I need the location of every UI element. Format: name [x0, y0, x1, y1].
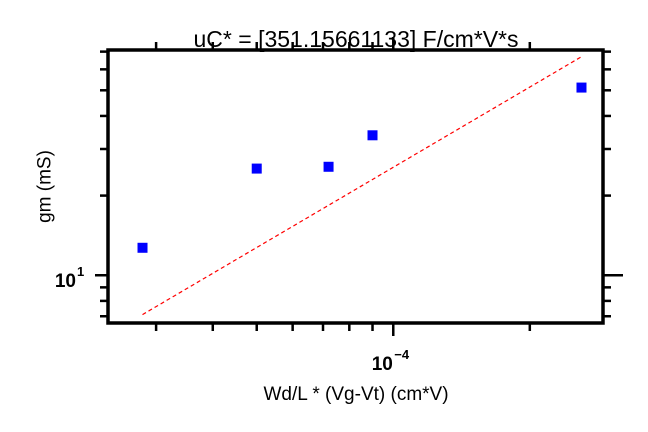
- y-tick-label-exponent: 1: [77, 264, 84, 279]
- plot-frame: [106, 48, 605, 325]
- plot-area: [137, 56, 587, 316]
- x-axis-label: Wd/L * (Vg-Vt) (cm*V): [263, 384, 448, 405]
- y-tick-label-base: 10: [55, 271, 76, 292]
- data-point: [576, 82, 587, 93]
- y-tick-label: 10 1: [55, 264, 84, 292]
- data-point: [323, 161, 334, 172]
- fit-line: [142, 56, 582, 316]
- x-tick-label-base: 10: [372, 354, 393, 375]
- data-point: [251, 163, 262, 174]
- x-tick-label: 10 −4: [372, 347, 410, 375]
- chart-title: uC* = [351.15661133] F/cm*V*s: [194, 26, 519, 52]
- x-tick-label-exponent: −4: [394, 347, 410, 362]
- data-point: [367, 130, 378, 141]
- data-point: [137, 242, 148, 253]
- y-axis-label: gm (mS): [35, 150, 56, 223]
